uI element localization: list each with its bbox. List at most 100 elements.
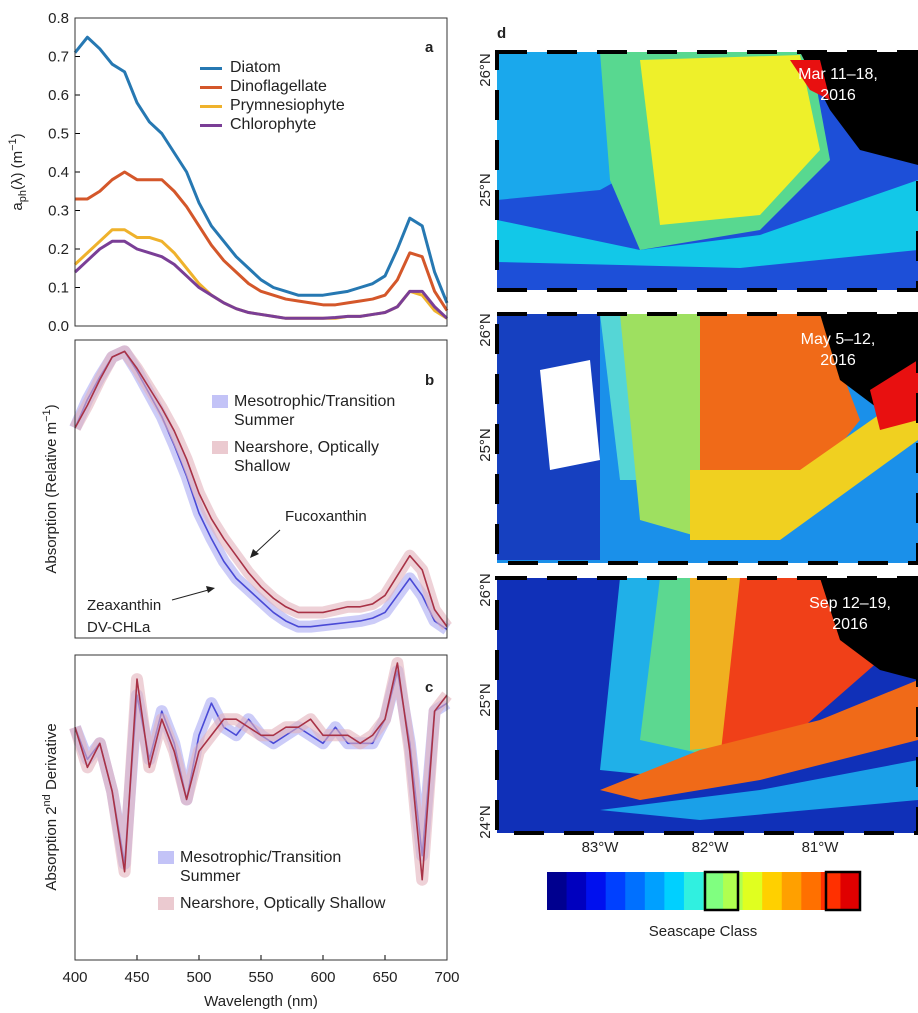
- colorbar-swatch: [801, 872, 822, 910]
- y-tick-label: 0.5: [48, 126, 69, 143]
- legend-item: Chlorophyte: [200, 115, 345, 134]
- colorbar-swatch: [820, 872, 841, 910]
- y-tick-label: 0.1: [48, 280, 69, 297]
- x-tick-label: 700: [434, 969, 459, 986]
- legend-swatch: [200, 67, 222, 70]
- annotation-arrow: [251, 529, 281, 557]
- label-part: a: [9, 202, 26, 211]
- lon-label: 81°W: [802, 839, 840, 856]
- label-part: ): [9, 133, 26, 138]
- y-tick-label: 0.2: [48, 241, 69, 258]
- x-tick-label: 600: [310, 969, 335, 986]
- legend: Mesotrophic/Transition Summer Nearshore, …: [212, 392, 412, 484]
- legend-swatch: [200, 86, 222, 89]
- arrowhead: [250, 549, 259, 558]
- label-sup: −1: [7, 138, 19, 151]
- colorbar-swatch: [664, 872, 685, 910]
- label-sub: ph: [17, 190, 29, 202]
- annotation: Fucoxanthin: [285, 508, 367, 525]
- y-tick-label: 0.6: [48, 87, 69, 104]
- colorbar-swatch: [586, 872, 607, 910]
- map-image: [497, 52, 918, 290]
- highlight-box: [824, 870, 862, 912]
- legend-item: Diatom: [200, 58, 345, 77]
- colorbar-swatch: [742, 872, 763, 910]
- legend-item: Nearshore, Optically Shallow: [158, 894, 388, 913]
- y-tick-label: 0.0: [48, 318, 69, 335]
- lat-label: 25°N: [477, 173, 494, 207]
- series-line: [73, 35, 449, 304]
- legend-item: Prymnesiophyte: [200, 96, 345, 115]
- legend-text: Prymnesiophyte: [230, 97, 345, 114]
- colorbar-swatch: [625, 872, 646, 910]
- lat-label: 26°N: [477, 53, 494, 87]
- label-sup: nd: [41, 794, 53, 806]
- plot-frame: [74, 654, 448, 961]
- legend-text: Mesotrophic/Transition Summer: [180, 849, 342, 885]
- map-border: [495, 50, 918, 835]
- y-tick-label: 0.4: [48, 164, 69, 181]
- plot-frame: [74, 339, 448, 639]
- x-tick-label: 550: [248, 969, 273, 986]
- highlight-box: [703, 870, 740, 912]
- legend: Diatom Dinoflagellate Prymnesiophyte Chloro…: [200, 58, 345, 134]
- legend-swatch: [158, 851, 174, 864]
- label-part: Absorption (Relative m: [43, 422, 60, 574]
- legend-swatch: [200, 124, 222, 127]
- series-line: [74, 662, 448, 881]
- label-sup: −1: [41, 409, 53, 422]
- label-part: ): [43, 404, 60, 409]
- legend-swatch: [200, 105, 222, 108]
- legend-text: Nearshore, Optically Shallow: [234, 439, 379, 475]
- legend-swatch: [212, 441, 228, 454]
- panel-label: a: [425, 39, 434, 56]
- colorbar: [547, 872, 861, 910]
- lat-label: 24°N: [477, 805, 494, 839]
- colorbar-label: Seascape Class: [649, 923, 757, 940]
- annotation: DV-CHLa: [87, 619, 151, 636]
- panel-label: b: [425, 372, 434, 389]
- y-tick-label: 0.3: [48, 203, 69, 220]
- y-axis-label: Absorption (Relative m−1): [41, 404, 60, 573]
- label-part: Derivative: [43, 723, 60, 794]
- x-axis-label: Wavelength (nm): [204, 993, 318, 1010]
- y-axis-label: aph(λ) (m−1): [7, 133, 29, 210]
- annotation: Zeaxanthin: [87, 597, 161, 614]
- legend-item: Mesotrophic/Transition Summer: [158, 848, 388, 886]
- legend-text: Nearshore, Optically Shallow: [180, 895, 386, 912]
- colorbar-swatch: [703, 872, 724, 910]
- label-part: Absorption 2: [43, 806, 60, 890]
- plot-frame: [74, 17, 448, 327]
- series-line: [75, 170, 449, 312]
- legend-item: Dinoflagellate: [200, 77, 345, 96]
- colorbar-swatch: [644, 872, 665, 910]
- panel-label: d: [497, 25, 506, 42]
- colorbar-swatch: [723, 872, 744, 910]
- legend-text: Diatom: [230, 59, 281, 76]
- legend-text: Chlorophyte: [230, 116, 317, 133]
- lat-label: 26°N: [477, 313, 494, 347]
- y-tick-label: 0.7: [48, 49, 69, 66]
- x-tick-label: 650: [372, 969, 397, 986]
- legend-text: Dinoflagellate: [230, 78, 327, 95]
- label-part: (λ) (m: [9, 151, 26, 190]
- panel-label: c: [425, 679, 433, 696]
- annotation-arrow: [171, 588, 213, 601]
- lon-label: 82°W: [692, 839, 730, 856]
- colorbar-swatch: [840, 872, 861, 910]
- map-image: [497, 578, 918, 833]
- legend-swatch: [212, 395, 228, 408]
- map-image: [497, 314, 918, 563]
- arrowhead: [206, 586, 215, 593]
- date-label: Mar 11–18, 2016: [798, 66, 878, 104]
- legend-item: Nearshore, Optically Shallow: [212, 438, 412, 476]
- lon-label: 83°W: [582, 839, 620, 856]
- lat-label: 25°N: [477, 683, 494, 717]
- colorbar-swatch: [566, 872, 587, 910]
- legend-item: Mesotrophic/Transition Summer: [212, 392, 412, 430]
- x-tick-label: 500: [186, 969, 211, 986]
- colorbar-swatch: [683, 872, 704, 910]
- date-label: May 5–12, 2016: [800, 331, 876, 369]
